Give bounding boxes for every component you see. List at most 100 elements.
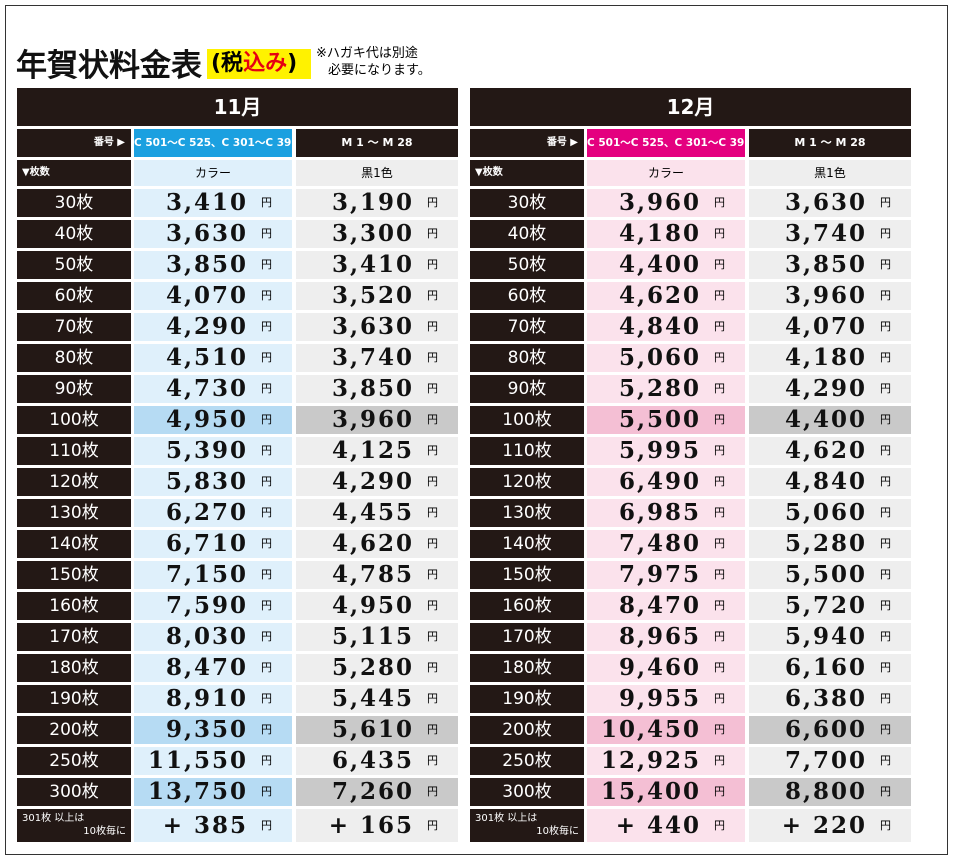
price: 5,060 xyxy=(618,344,701,371)
price-cell: 5,445 円 xyxy=(296,685,458,713)
price-cell: 6,985 円 xyxy=(587,499,745,527)
price: 5,445 xyxy=(331,685,414,712)
price: 9,955 xyxy=(618,685,701,712)
price-cell: 3,520 円 xyxy=(296,282,458,310)
unit: 円 xyxy=(880,475,891,488)
price-cell: 5,115 円 xyxy=(296,623,458,651)
row-label: 140枚 xyxy=(470,530,584,558)
title: 年賀状料金表 xyxy=(16,48,202,84)
price: 4,620 xyxy=(618,282,701,309)
unit: 円 xyxy=(880,196,891,209)
price-cell: 5,390 円 xyxy=(134,437,292,465)
unit: 円 xyxy=(714,351,725,364)
price-cell: 4,620 円 xyxy=(749,437,911,465)
unit: 円 xyxy=(880,537,891,550)
price: 5,940 xyxy=(784,623,867,650)
row-label: 30枚 xyxy=(470,189,584,217)
price-cell: 9,955 円 xyxy=(587,685,745,713)
unit: 円 xyxy=(427,506,438,519)
price-cell: 6,160 円 xyxy=(749,654,911,682)
price-cell: 3,630 円 xyxy=(134,220,292,248)
price-cell: 4,620 円 xyxy=(296,530,458,558)
price-cell: 4,730 円 xyxy=(134,375,292,403)
unit: 円 xyxy=(714,196,725,209)
price-cell: 8,910 円 xyxy=(134,685,292,713)
unit: 円 xyxy=(880,320,891,333)
row-label: 180枚 xyxy=(470,654,584,682)
price-cell: 3,960 円 xyxy=(296,406,458,434)
price: 3,850 xyxy=(331,375,414,402)
unit: 円 xyxy=(880,661,891,674)
price-cell: 4,785 円 xyxy=(296,561,458,589)
frame xyxy=(5,5,948,855)
price-cell: 6,710 円 xyxy=(134,530,292,558)
price-cell: 3,850 円 xyxy=(749,251,911,279)
price-cell: 3,740 円 xyxy=(749,220,911,248)
price-cell: 3,850 円 xyxy=(296,375,458,403)
price: 8,470 xyxy=(618,592,701,619)
price: 4,070 xyxy=(165,282,248,309)
row-label: 150枚 xyxy=(470,561,584,589)
unit: 円 xyxy=(880,227,891,240)
code-label: 番号 ▶ xyxy=(470,129,584,157)
row-label: 180枚 xyxy=(17,654,131,682)
month-header: 12月 xyxy=(470,88,911,126)
unit: 円 xyxy=(714,661,725,674)
price: 4,840 xyxy=(784,468,867,495)
row-label: 190枚 xyxy=(17,685,131,713)
price: 7,480 xyxy=(618,530,701,557)
price-cell: 7,480 円 xyxy=(587,530,745,558)
price: 8,965 xyxy=(618,623,701,650)
price-cell: 3,410 円 xyxy=(296,251,458,279)
unit: 円 xyxy=(261,630,272,643)
price: 3,960 xyxy=(618,189,701,216)
row-label: 140枚 xyxy=(17,530,131,558)
unit: 円 xyxy=(261,661,272,674)
unit: 円 xyxy=(427,320,438,333)
price-cell: 7,700 円 xyxy=(749,747,911,775)
row-label: 80枚 xyxy=(470,344,584,372)
extra-label-line: 10枚毎に xyxy=(83,826,126,837)
price-cell: 6,490 円 xyxy=(587,468,745,496)
unit: 円 xyxy=(880,692,891,705)
unit: 円 xyxy=(261,568,272,581)
price: 7,590 xyxy=(165,592,248,619)
unit: 円 xyxy=(261,475,272,488)
unit: 円 xyxy=(714,785,725,798)
column-code: C 501〜C 525、C 301〜C 392 xyxy=(134,129,299,157)
unit: 円 xyxy=(261,692,272,705)
row-label: 90枚 xyxy=(17,375,131,403)
price: 5,280 xyxy=(618,375,701,402)
price-cell: 3,630 円 xyxy=(749,189,911,217)
row-label: 120枚 xyxy=(470,468,584,496)
price: 4,510 xyxy=(165,344,248,371)
price-cell: + 220 円 xyxy=(749,809,911,842)
price: 6,380 xyxy=(784,685,867,712)
row-label: 130枚 xyxy=(470,499,584,527)
unit: 円 xyxy=(880,382,891,395)
price-cell: 3,410 円 xyxy=(134,189,292,217)
price: 12,925 xyxy=(600,747,701,774)
row-label: 120枚 xyxy=(17,468,131,496)
price: 5,115 xyxy=(331,623,414,650)
extra-label-line: 301枚 以上は xyxy=(22,813,85,824)
price: 3,630 xyxy=(331,313,414,340)
unit: 円 xyxy=(714,537,725,550)
price: 5,500 xyxy=(618,406,701,433)
row-label: 70枚 xyxy=(470,313,584,341)
row-label: 70枚 xyxy=(17,313,131,341)
price-cell: 9,460 円 xyxy=(587,654,745,682)
price-cell: 5,995 円 xyxy=(587,437,745,465)
price: 8,030 xyxy=(165,623,248,650)
count-label: ▼枚数 xyxy=(17,160,131,186)
unit: 円 xyxy=(714,692,725,705)
price: 4,290 xyxy=(331,468,414,495)
price: 6,490 xyxy=(618,468,701,495)
price: 3,630 xyxy=(165,220,248,247)
unit: 円 xyxy=(261,506,272,519)
price: 5,060 xyxy=(784,499,867,526)
price: 4,840 xyxy=(618,313,701,340)
price: 13,750 xyxy=(147,778,248,805)
price: 10,450 xyxy=(600,716,701,743)
price-cell: 4,620 円 xyxy=(587,282,745,310)
